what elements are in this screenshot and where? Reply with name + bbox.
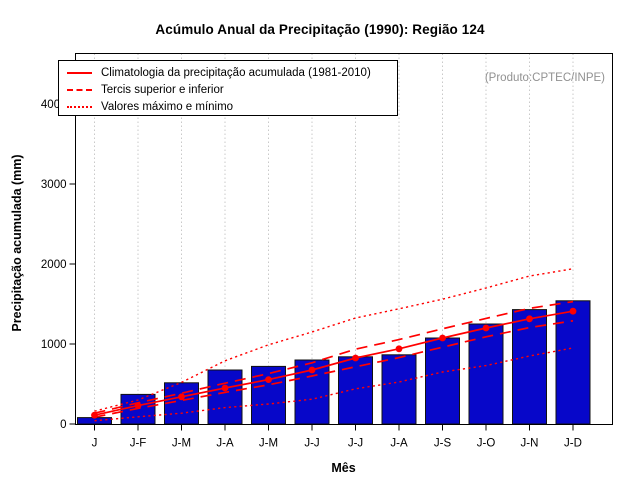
- climatology-point: [526, 315, 533, 323]
- plot-border: [75, 53, 613, 425]
- x-tick-label: J-M: [259, 438, 278, 450]
- climatology-point: [482, 324, 490, 332]
- legend-label: Climatologia da precipitação acumulada (…: [101, 67, 371, 80]
- climatology-point: [221, 384, 229, 392]
- dashed-line-icon: [67, 88, 92, 91]
- chart-title: Acúmulo Anual da Precipitação (1990): Re…: [155, 22, 485, 37]
- x-tick-label: J-A: [216, 438, 234, 450]
- climatology-point: [265, 376, 272, 383]
- x-tick-label: J-J: [304, 438, 319, 450]
- bar-month-J-O: [468, 323, 504, 425]
- climatology-point: [439, 334, 446, 342]
- bar-month-J-S: [425, 337, 460, 425]
- bar-month-J-J: [338, 356, 373, 425]
- producer-watermark: (Produto:CPTEC/INPE): [484, 72, 605, 84]
- dotted-line-icon: [67, 105, 92, 108]
- bar-month-J-A: [207, 369, 243, 425]
- legend-item-max-min: Valores máximo e mínimo: [67, 99, 393, 114]
- bar-month-J-M: [251, 365, 286, 425]
- x-tick-label: J-S: [434, 438, 452, 450]
- x-tick-label: J-A: [390, 438, 408, 450]
- legend-item-terciles: Tercis superior e inferior: [67, 82, 393, 97]
- series-solid: [94, 310, 574, 417]
- x-tick-label: J-O: [477, 438, 496, 450]
- legend-label: Tercis superior e inferior: [101, 83, 224, 96]
- y-tick-label: 0: [60, 419, 66, 431]
- x-tick-label: J-F: [130, 438, 147, 450]
- climatology-point: [352, 354, 359, 362]
- y-tick-label: 2000: [41, 259, 67, 271]
- bar-month-J-D: [555, 300, 591, 425]
- x-tick-label: J-D: [564, 438, 582, 450]
- solid-line-icon: [67, 72, 92, 75]
- y-axis-title: Precipitação acumulada (mm): [10, 154, 24, 332]
- y-tick-label: 1000: [41, 339, 67, 351]
- climatology-point: [178, 393, 185, 401]
- bar-month-J-N: [512, 309, 547, 425]
- climatology-point: [395, 345, 403, 353]
- climatology-point: [308, 366, 316, 374]
- climatology-point: [134, 402, 142, 409]
- series-dotted: [94, 268, 574, 412]
- x-tick-label: J: [92, 438, 98, 450]
- x-tick-label: J-M: [172, 438, 191, 450]
- climatology-point: [569, 307, 577, 315]
- series-dashed: [94, 300, 574, 415]
- x-axis-title: Mês: [331, 461, 356, 475]
- series-dashed: [94, 319, 574, 419]
- chart-legend: Climatologia da precipitação acumulada (…: [58, 60, 398, 116]
- x-tick-label: J-N: [521, 438, 539, 450]
- climatology-point: [91, 411, 98, 419]
- bar-month-J-A: [381, 354, 417, 425]
- legend-label: Valores máximo e mínimo: [101, 100, 234, 113]
- x-tick-label: J-J: [348, 438, 363, 450]
- y-tick-label: 3000: [41, 179, 67, 191]
- legend-item-climatology: Climatologia da precipitação acumulada (…: [67, 66, 393, 81]
